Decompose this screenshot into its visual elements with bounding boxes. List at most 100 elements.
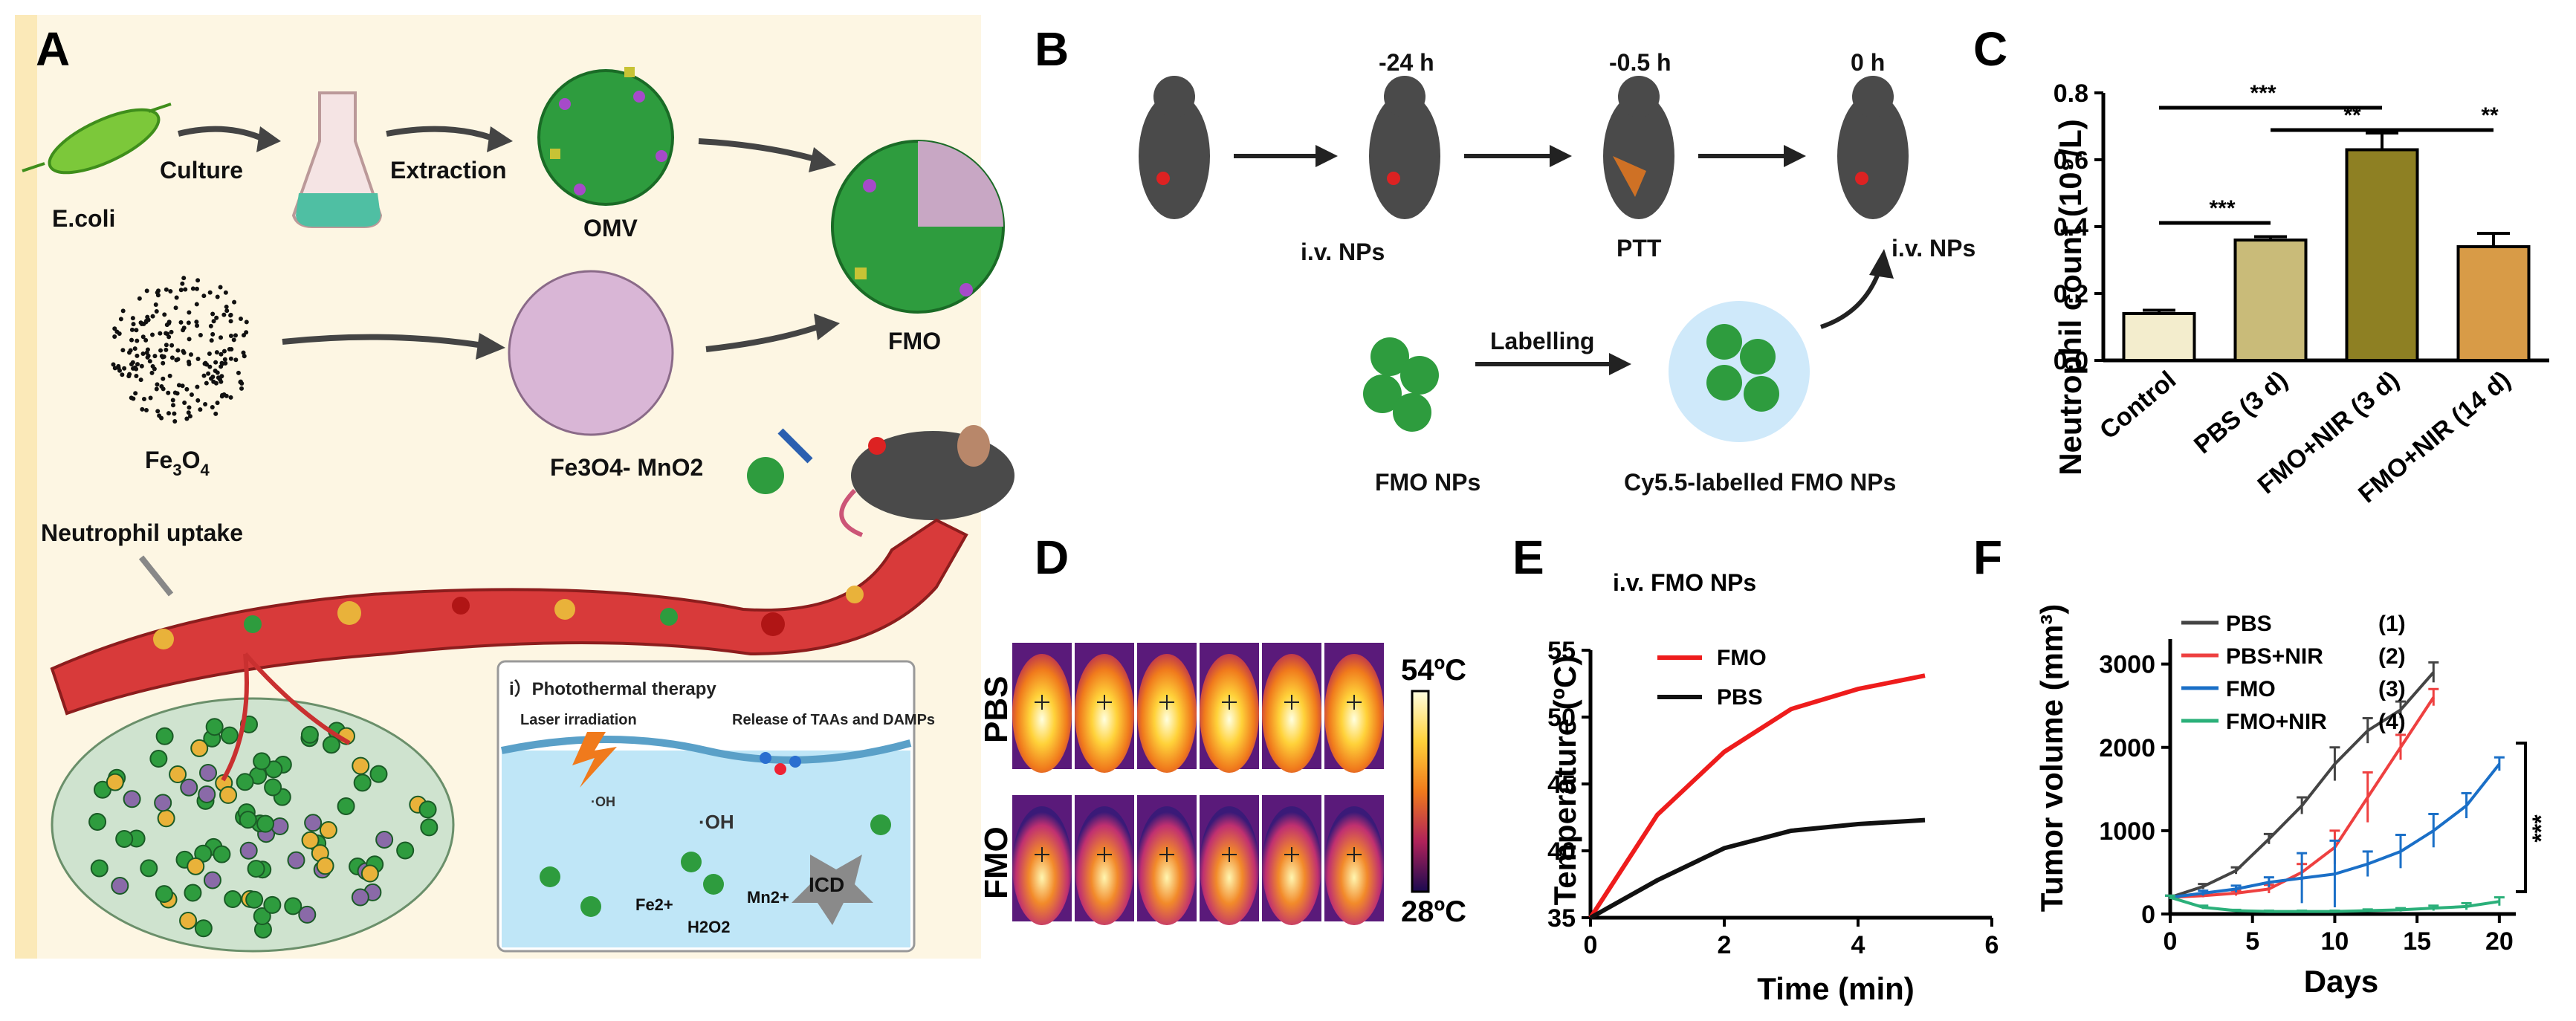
- fe3o4-dot: [152, 354, 158, 359]
- panel-e: E i.v. FMO NPs Temperature (ºC) Time (mi…: [1512, 531, 1999, 1006]
- fe3o4-dot: [195, 278, 201, 283]
- fe3o4-dot: [150, 332, 155, 337]
- fe3o4-dot: [150, 314, 155, 319]
- tumor-cell: [149, 750, 168, 768]
- tumor-cell: [184, 884, 202, 902]
- tumor-cell: [205, 718, 224, 736]
- tumor-cell: [418, 800, 437, 819]
- extraction-label: Extraction: [390, 157, 506, 184]
- fe3o4-dot: [149, 370, 155, 375]
- crosshair-icon: [1097, 847, 1112, 862]
- fe3o4-dot: [132, 346, 137, 351]
- y-tick-label: 0.2: [2054, 280, 2088, 308]
- fe3o4-dot: [239, 386, 245, 391]
- x-tick-label: 2: [1718, 931, 1732, 959]
- fe3o4-dot: [168, 288, 173, 294]
- fe3o4-dot: [215, 401, 220, 406]
- fe3o4-dot: [134, 373, 139, 378]
- fe3o4-dot: [162, 312, 167, 317]
- fe3o4-dot: [138, 320, 143, 325]
- fe3o4-dot: [201, 373, 207, 378]
- cy55-glow: [1669, 301, 1810, 442]
- fe3o4-dot: [219, 335, 224, 340]
- fe3o4-dot: [207, 351, 212, 356]
- tumor-cell: [224, 890, 242, 909]
- fe3o4-dot: [173, 305, 178, 311]
- tumor-cell: [298, 905, 317, 924]
- fe3o4-dot: [147, 359, 152, 364]
- fe3o4-dot: [208, 323, 213, 328]
- fe3o4-dot: [203, 402, 208, 407]
- photothermal-inset: i）Photothermal therapy Laser irradiation…: [496, 660, 935, 953]
- ptt-label: PTT: [1617, 235, 1662, 262]
- fe3o4-dot: [167, 373, 172, 378]
- panel-f-label: F: [1973, 531, 2002, 584]
- x-tick-label: 15: [2403, 927, 2431, 956]
- labelling-label: Labelling: [1490, 328, 1594, 354]
- legend-label: FMO+NIR: [2226, 710, 2327, 734]
- sig-control-vs-fmo3d: ***: [2250, 81, 2276, 106]
- fe3o4-dot: [222, 357, 227, 362]
- fe3o4-dot: [160, 354, 165, 360]
- tumor-cell: [253, 752, 271, 771]
- fe2-label: Fe2+: [635, 895, 673, 914]
- cy55-label: Cy5.5-labelled FMO NPs: [1624, 469, 1896, 496]
- tumor-cell: [236, 773, 254, 791]
- thermal-hotspot: [1075, 806, 1134, 925]
- tumor-cell: [369, 765, 388, 783]
- tumor-cell: [90, 859, 109, 878]
- tumor-cell: [239, 811, 257, 829]
- fe3o4-dot: [215, 294, 220, 299]
- tumor-vessels: [221, 652, 351, 782]
- fe3o4-dot: [143, 407, 149, 412]
- legend-fmo-label: FMO: [1717, 646, 1767, 670]
- fe3o4-dot: [207, 364, 213, 369]
- tumor-cell: [271, 817, 289, 835]
- tumor-cell: [337, 797, 355, 815]
- fe3o4-dot: [224, 304, 229, 309]
- fe3o4-dot: [166, 334, 172, 340]
- legend-tag: (4): [2378, 710, 2406, 734]
- fe3o4-dot: [219, 374, 224, 379]
- fmo-nps-label: FMO NPs: [1375, 469, 1480, 496]
- fe3o4-dot: [140, 334, 146, 340]
- vessel-cells: [153, 586, 864, 649]
- fe3o4-dot: [153, 302, 158, 308]
- neutrophil-uptake-label: Neutrophil uptake: [41, 519, 243, 546]
- fe3o4-dot: [213, 411, 219, 416]
- fe3o4-dot: [178, 288, 184, 293]
- x-tick-label: 5: [2245, 927, 2259, 956]
- tumor-cell: [263, 895, 282, 914]
- crosshair-icon: [1222, 847, 1237, 862]
- fe3o4-dot: [169, 329, 174, 334]
- inset-title: i）Photothermal therapy: [509, 679, 716, 699]
- crosshair-icon: [1035, 695, 1049, 710]
- fe3o4-dot: [140, 351, 146, 356]
- thermal-hotspot: [1262, 654, 1321, 773]
- fe3o4-label: Fe3O4: [145, 447, 210, 479]
- thermal-row-pbs-label: PBS: [978, 676, 1014, 743]
- fe3o4-dot: [155, 409, 161, 414]
- fe3o4-dot: [130, 316, 135, 321]
- fe3o4-dot: [228, 395, 233, 400]
- fe3o4-dot: [211, 319, 216, 324]
- bar: [2122, 312, 2196, 362]
- fe3o4-dot: [206, 371, 211, 376]
- y-tick-label: 0.8: [2054, 80, 2088, 108]
- thermal-colorbar: [1411, 690, 1430, 893]
- fe3o4-dot: [158, 331, 163, 336]
- crosshair-icon: [1159, 847, 1174, 862]
- fe3o4-dot: [126, 374, 132, 379]
- panel-b: B -24 h -0.5 h 0 h i.v. NPs PTT i.v. NPs: [1035, 22, 1975, 496]
- arrow-omv-fmo: [698, 138, 819, 163]
- arrow-fe3o4-mno2: [282, 334, 484, 349]
- y-tick-label: 3000: [2099, 651, 2155, 679]
- fe3o4-dot: [186, 320, 191, 325]
- fe3o4-dot: [120, 372, 125, 377]
- fe3o4-dot: [181, 325, 187, 331]
- fe3o4-dot: [174, 295, 179, 300]
- fe3o4-dot: [214, 350, 219, 355]
- mouse-icon-2: [1369, 76, 1440, 219]
- fe3o4-dot: [145, 354, 150, 360]
- crosshair-icon: [1284, 695, 1299, 710]
